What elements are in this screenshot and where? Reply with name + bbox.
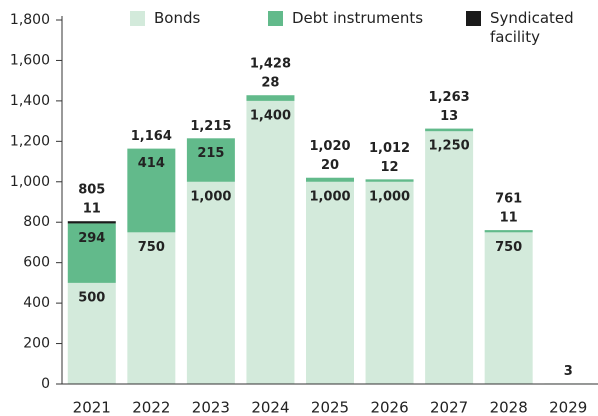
value-label: 11 [83,202,101,217]
x-tick-label: 2028 [490,399,528,416]
value-label: 294 [78,231,105,246]
bar-segment [484,230,533,233]
bar-segment [127,232,176,384]
legend-swatch [466,11,481,26]
y-tick-label: 1,600 [10,52,50,68]
y-tick-label: 1,800 [10,12,50,28]
total-label: 1,215 [190,119,231,134]
bar-segment [186,138,235,182]
y-tick-label: 1,000 [10,174,50,190]
x-tick-label: 2023 [192,399,230,416]
total-label: 1,164 [131,129,172,144]
x-tick-label: 2026 [370,399,408,416]
bar-segment [425,128,474,132]
y-tick-label: 1,400 [10,93,50,109]
value-label: 1,400 [250,108,291,123]
x-tick-label: 2024 [251,399,289,416]
total-label: 1,020 [309,139,350,154]
value-label: 1,000 [309,189,350,204]
legend-swatch [130,11,145,26]
total-label: 1,428 [250,57,291,72]
x-tick-label: 2022 [132,399,170,416]
y-tick-label: 800 [23,214,50,230]
value-label: 13 [440,109,458,124]
y-tick-label: 400 [23,295,50,311]
value-label: 20 [321,158,339,173]
value-label: 1,000 [369,189,410,204]
legend-swatch [268,11,283,26]
value-label: 11 [500,211,518,226]
value-label: 1,250 [429,139,470,154]
bar-segment [306,177,354,182]
y-tick-label: 200 [23,336,50,352]
bar-segment [246,95,295,101]
value-label: 3 [564,364,573,379]
bar-segment [186,181,235,384]
value-label: 12 [381,160,399,175]
x-tick-label: 2027 [430,399,468,416]
value-label: 1,000 [190,189,231,204]
y-tick-label: 0 [41,376,50,392]
total-label: 1,012 [369,141,410,156]
value-label: 414 [138,156,165,171]
bar-segment [127,148,176,233]
total-label: 761 [495,192,522,207]
x-tick-label: 2021 [73,399,111,416]
legend-item: Debt instruments [268,9,458,28]
legend-item: Syndicated facility [466,9,576,47]
bar-segment [67,221,116,224]
legend-label: Bonds [154,9,201,27]
value-label: 750 [138,240,165,255]
bar-segment [484,232,533,384]
legend-label: Syndicated facility [490,9,574,46]
bar-segment [365,179,414,182]
bar-segment [365,181,414,384]
bar-segment [67,282,116,384]
total-label: 805 [78,183,105,198]
y-tick-label: 1,200 [10,133,50,149]
y-tick-label: 600 [23,255,50,271]
value-label: 28 [261,76,279,91]
bar-segment [425,131,474,384]
value-label: 750 [495,240,522,255]
x-tick-label: 2025 [311,399,349,416]
bar-segment [246,100,295,384]
bar-segment [306,181,354,384]
legend-label: Debt instruments [292,9,424,27]
value-label: 215 [197,146,224,161]
x-tick-label: 2029 [549,399,587,416]
bar-segment [67,223,116,283]
value-label: 500 [78,290,105,305]
legend-item: Bonds [130,9,280,28]
total-label: 1,263 [429,90,470,105]
